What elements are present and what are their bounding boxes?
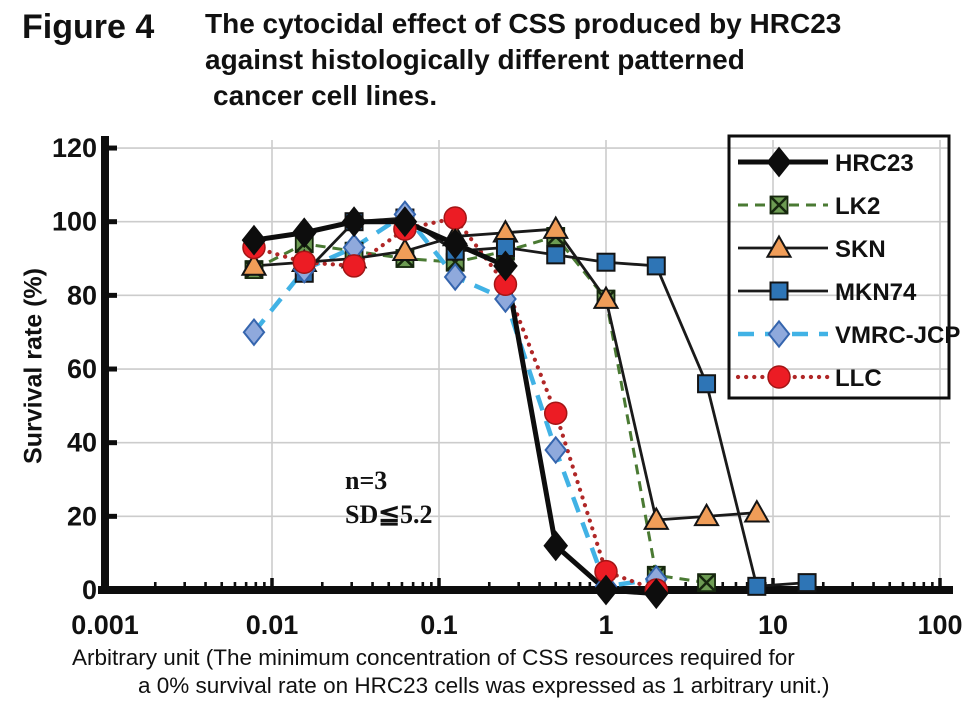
legend: HRC23 LK2 SKN MKN74 VMRC-JCP LLC <box>727 134 960 400</box>
svg-text:0.001: 0.001 <box>71 610 139 640</box>
x-tick-labels: 0.001 0.01 0.1 1 10 100 <box>71 610 962 640</box>
y-axis-title: Survival rate (%) <box>19 268 48 464</box>
x-axis-caption-line1: Arbitrary unit (The minimum concentratio… <box>72 645 795 670</box>
figure-title-line2: against histologically different pattern… <box>205 44 745 75</box>
series-HRC23-markers <box>241 206 669 610</box>
svg-text:1: 1 <box>598 610 613 640</box>
x-axis-caption-line2: a 0% survival rate on HRC23 cells was ex… <box>138 673 830 698</box>
annotation-sd: SD≦5.2 <box>345 500 433 529</box>
annotation-block: n=3 SD≦5.2 <box>345 464 433 532</box>
legend-label-LK2: LK2 <box>835 193 880 220</box>
svg-text:0.01: 0.01 <box>246 610 299 640</box>
legend-label-LLC: LLC <box>835 365 882 392</box>
svg-text:0: 0 <box>82 575 97 605</box>
legend-label-SKN: SKN <box>835 236 886 263</box>
svg-text:0.1: 0.1 <box>420 610 458 640</box>
legend-box <box>727 134 951 400</box>
legend-item-SKN: SKN <box>738 234 886 263</box>
svg-text:80: 80 <box>67 280 97 310</box>
series-LK2-line <box>253 234 707 585</box>
svg-text:10: 10 <box>758 610 788 640</box>
legend-item-LK2: LK2 <box>738 193 880 220</box>
grid-lines <box>105 140 950 587</box>
figure-label: Figure 4 <box>22 8 155 46</box>
annotation-n: n=3 <box>345 466 388 495</box>
series-LK2-markers <box>244 227 716 593</box>
svg-text:40: 40 <box>67 428 97 458</box>
legend-item-MKN74: MKN74 <box>738 279 917 306</box>
legend-label-MKN74: MKN74 <box>835 279 917 306</box>
svg-text:100: 100 <box>917 610 962 640</box>
figure-title-line3: cancer cell lines. <box>213 80 438 111</box>
legend-label-VMRC-JCP: VMRC-JCP <box>835 322 960 349</box>
legend-item-VMRC-JCP: VMRC-JCP <box>738 319 960 349</box>
svg-text:120: 120 <box>52 133 97 163</box>
legend-item-LLC: LLC <box>735 365 882 392</box>
legend-label-HRC23: HRC23 <box>835 150 914 177</box>
figure-title: The cytocidal effect of CSS produced by … <box>205 6 841 114</box>
svg-text:60: 60 <box>67 354 97 384</box>
y-tick-labels: 0 20 40 60 80 100 120 <box>52 133 97 605</box>
legend-item-HRC23: HRC23 <box>738 146 914 178</box>
figure-title-line1: The cytocidal effect of CSS produced by … <box>205 8 842 39</box>
svg-text:20: 20 <box>67 501 97 531</box>
svg-text:100: 100 <box>52 207 97 237</box>
series-LLC-line <box>251 215 659 593</box>
